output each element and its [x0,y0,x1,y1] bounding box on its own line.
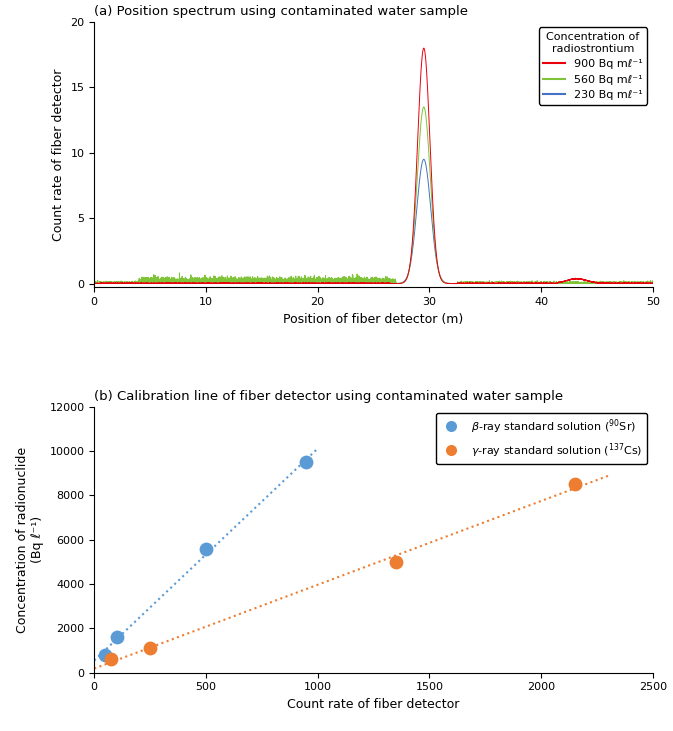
Y-axis label: Count rate of fiber detector: Count rate of fiber detector [52,69,65,241]
Point [145,643,155,654]
Point [390,556,401,568]
X-axis label: Count rate of fiber detector: Count rate of fiber detector [287,698,460,711]
X-axis label: Position of fiber detector (m): Position of fiber detector (m) [283,313,464,326]
Legend: 900 Bq mℓ⁻¹, 560 Bq mℓ⁻¹, 230 Bq mℓ⁻¹: 900 Bq mℓ⁻¹, 560 Bq mℓ⁻¹, 230 Bq mℓ⁻¹ [538,28,647,105]
Point [201,542,211,554]
Point [569,479,580,491]
Text: (a) Position spectrum using contaminated water sample: (a) Position spectrum using contaminated… [94,5,468,18]
Text: (b) Calibration line of fiber detector using contaminated water sample: (b) Calibration line of fiber detector u… [94,390,563,403]
Point [301,456,312,468]
Point [106,654,116,665]
Point [100,649,111,661]
Legend: $\beta$-ray standard solution ($^{90}$Sr), $\gamma$-ray standard solution ($^{13: $\beta$-ray standard solution ($^{90}$Sr… [436,412,647,464]
Point [111,632,122,643]
Y-axis label: Concentration of radionuclide
(Bq ℓ⁻¹): Concentration of radionuclide (Bq ℓ⁻¹) [16,447,44,633]
